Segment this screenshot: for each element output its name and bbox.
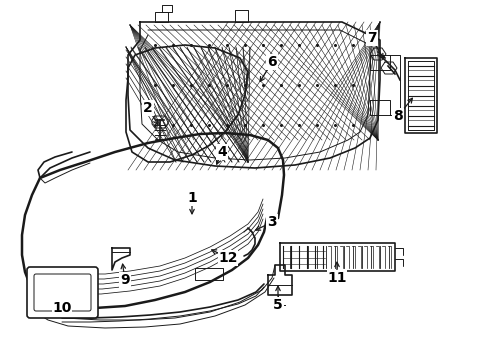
Text: 5: 5: [273, 298, 283, 312]
Text: 1: 1: [187, 191, 197, 205]
Text: 4: 4: [217, 145, 227, 159]
FancyBboxPatch shape: [34, 274, 91, 311]
Text: 12: 12: [218, 251, 238, 265]
Text: 3: 3: [267, 215, 277, 229]
Text: 6: 6: [267, 55, 277, 69]
Text: 11: 11: [327, 271, 347, 285]
Text: 8: 8: [393, 109, 403, 123]
Text: 2: 2: [143, 101, 153, 115]
FancyBboxPatch shape: [27, 267, 98, 318]
Text: 7: 7: [367, 31, 377, 45]
Text: 10: 10: [52, 301, 72, 315]
Text: 9: 9: [120, 273, 130, 287]
